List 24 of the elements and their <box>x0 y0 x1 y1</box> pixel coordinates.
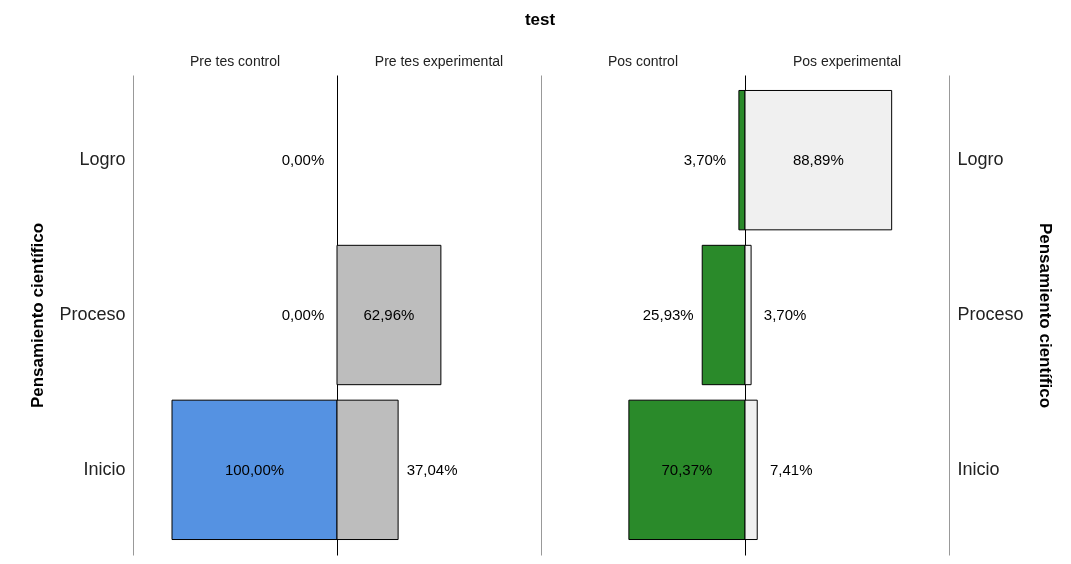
data-label: 70,37% <box>661 460 713 478</box>
data-label: 100,00% <box>224 460 285 478</box>
chart-title: Pos control <box>607 53 679 69</box>
data-label: 7,41% <box>769 460 813 478</box>
y-tick-label: Logro <box>957 149 1004 170</box>
chart-title: Pos experimental <box>792 53 902 69</box>
data-label: 37,04% <box>406 460 458 478</box>
data-label: 25,93% <box>642 306 694 323</box>
y-tick-label: Logro <box>79 149 126 170</box>
y-tick-label: Proceso <box>957 304 1024 324</box>
data-label: 0,00% <box>281 306 325 323</box>
chart-title: Pre tes experimental <box>374 53 504 69</box>
data-label: 62,96% <box>363 306 415 323</box>
text: test <box>523 10 557 30</box>
data-label: 3,70% <box>763 306 807 323</box>
y-axis-title: Pensamiento científico <box>1035 222 1055 409</box>
data-label: 0,00% <box>281 151 325 169</box>
y-axis-title: Pensamiento científico <box>28 222 48 409</box>
y-tick-label: Inicio <box>957 458 1000 479</box>
data-label: 3,70% <box>683 151 727 169</box>
chart-title: Pre tes control <box>189 53 281 69</box>
y-tick-label: Proceso <box>59 304 126 324</box>
data-label: 88,89% <box>792 151 844 169</box>
y-tick-label: Inicio <box>83 458 126 479</box>
